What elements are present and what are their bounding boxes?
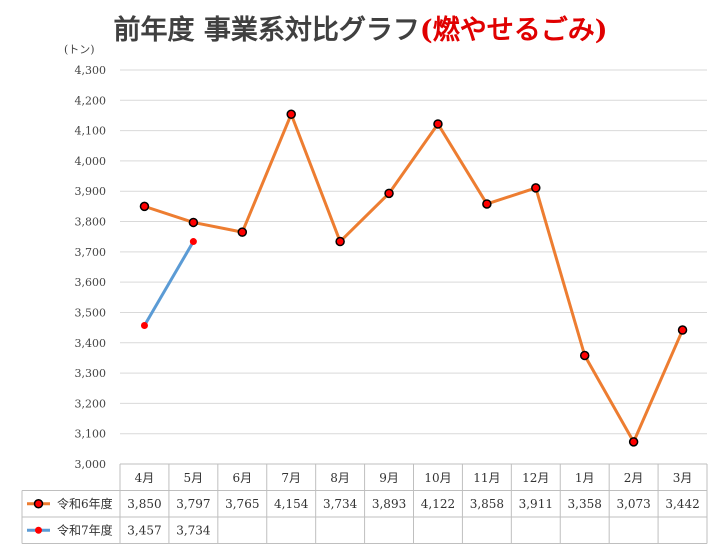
y-tick-label: 3,600 (75, 276, 107, 289)
data-table-value: 3,457 (127, 523, 161, 537)
data-point (188, 217, 199, 228)
data-table-value: 3,358 (568, 497, 602, 511)
y-tick-label: 3,500 (75, 306, 107, 319)
chart-title-main: 前年度 事業系対比グラフ (113, 15, 420, 46)
x-category-label: 9月 (379, 471, 399, 485)
y-tick-label: 3,100 (75, 428, 107, 441)
x-category-label: 1月 (575, 471, 595, 485)
data-table-value: 3,734 (323, 497, 358, 511)
y-tick-label: 3,000 (75, 458, 107, 471)
y-tick-label: 3,700 (75, 246, 107, 259)
y-tick-label: 3,900 (75, 185, 107, 198)
data-point (628, 437, 639, 447)
series-line (143, 112, 684, 444)
data-table-value: 3,073 (616, 497, 650, 511)
y-tick-label: 4,000 (75, 155, 107, 168)
data-point (335, 236, 345, 247)
legend-key-marker (33, 499, 44, 509)
chart-title: 前年度 事業系対比グラフ(燃やせるごみ) (0, 8, 721, 47)
data-point (140, 321, 148, 329)
chart-title-accent: (燃やせるごみ) (419, 15, 608, 46)
data-table-value: 3,850 (127, 497, 161, 511)
data-point (237, 227, 248, 237)
data-point (189, 238, 197, 246)
y-tick-label: 3,300 (75, 367, 107, 380)
y-tick-label: 4,100 (75, 125, 107, 138)
y-tick-label: 3,200 (75, 397, 107, 410)
legend-key-marker (35, 526, 42, 534)
data-point (433, 119, 443, 129)
data-table-value: 3,797 (176, 497, 210, 511)
y-tick-label: 3,400 (75, 337, 107, 350)
x-category-label: 3月 (673, 471, 693, 485)
data-table-value: 3,893 (372, 497, 406, 511)
x-category-label: 12月 (522, 471, 549, 485)
y-tick-label: 4,200 (75, 94, 107, 107)
data-table-value: 3,911 (519, 497, 553, 511)
x-category-label: 7月 (281, 471, 301, 485)
data-table-value: 3,765 (225, 497, 259, 511)
data-table-value: 4,154 (274, 497, 309, 511)
x-category-label: 4月 (135, 471, 155, 485)
data-point (579, 350, 590, 361)
data-table-value: 4,122 (421, 497, 455, 511)
data-table-value: 3,734 (176, 523, 211, 537)
data-point (531, 183, 541, 193)
data-table-value: 3,858 (470, 497, 504, 511)
x-category-label: 2月 (624, 471, 644, 485)
data-point (384, 188, 394, 199)
y-tick-label: 3,800 (75, 216, 107, 229)
x-category-label: 11月 (473, 471, 500, 485)
x-category-label: 5月 (184, 471, 204, 485)
y-tick-label: 4,300 (75, 64, 107, 77)
legend-series-name: 令和7年度 (57, 522, 113, 537)
y-axis-unit-label: (トン) (64, 43, 95, 56)
data-point (286, 109, 296, 119)
data-point (139, 201, 150, 212)
legend-series-name: 令和6年度 (57, 496, 113, 511)
x-category-label: 8月 (330, 471, 350, 485)
x-category-label: 10月 (424, 471, 451, 485)
data-table-value: 3,442 (665, 497, 699, 511)
series-line (143, 240, 195, 327)
data-point (677, 325, 688, 335)
data-point (482, 199, 492, 209)
x-category-label: 6月 (232, 471, 252, 485)
